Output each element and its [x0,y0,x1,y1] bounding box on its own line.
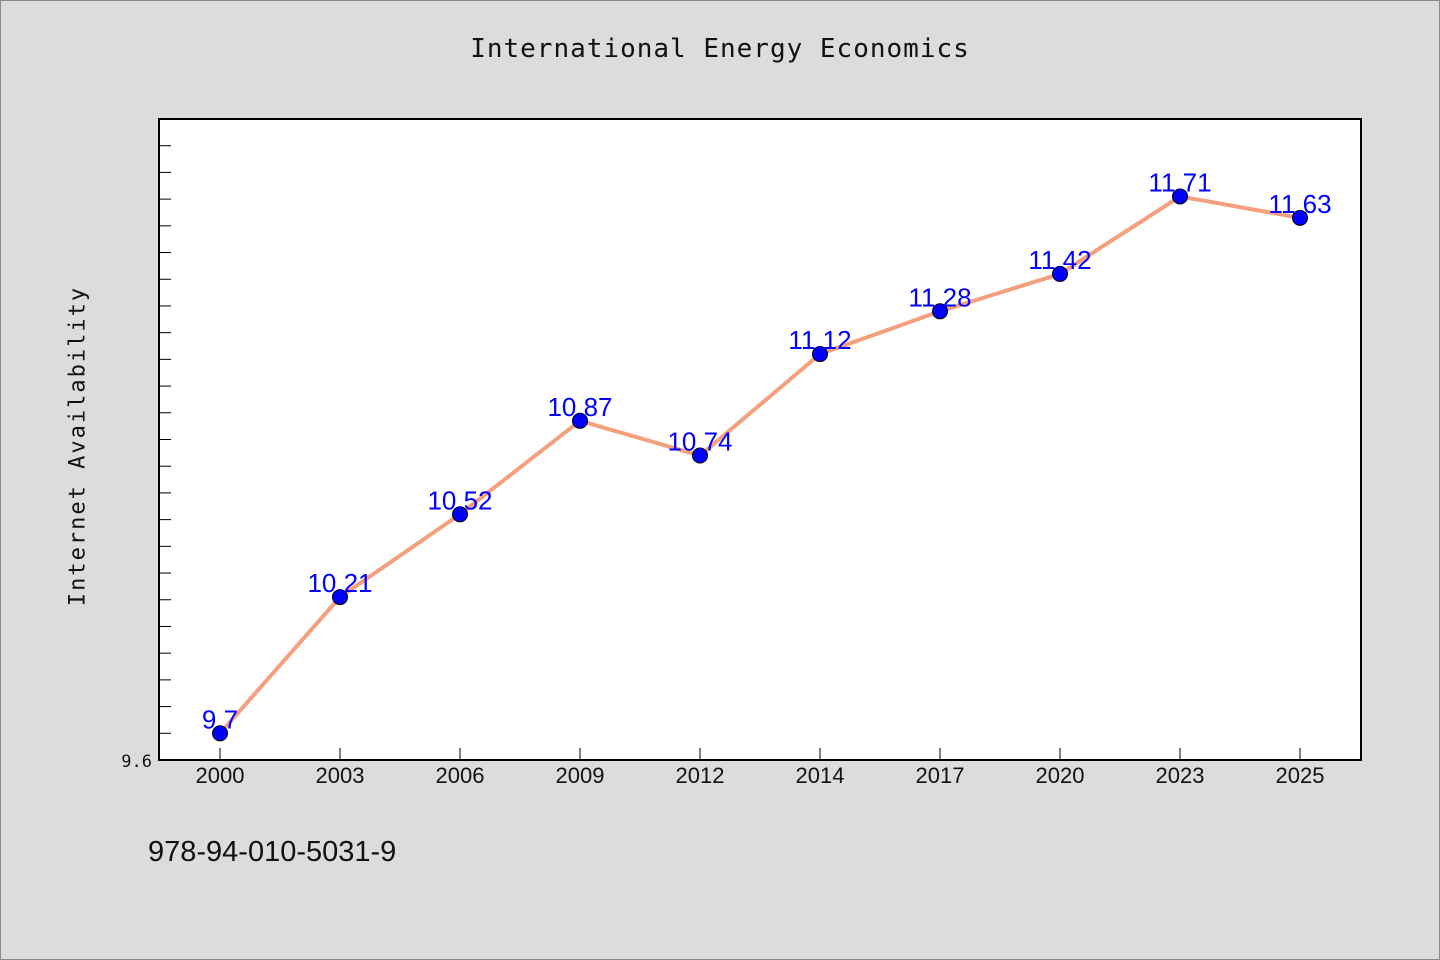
x-tick-label: 2017 [916,763,965,788]
x-tick-label: 2006 [436,763,485,788]
data-label: 10.21 [307,568,372,598]
x-tick-label: 2020 [1036,763,1085,788]
data-label: 11.28 [908,282,971,312]
data-point [812,346,828,363]
y-tick-label: 9.6 [121,752,152,772]
data-label: 11.71 [1148,167,1211,197]
x-tick-label: 2009 [556,763,605,788]
data-point [1292,209,1308,226]
x-axis-ticks: 2000 2003 2006 2009 2012 2014 2017 2020 2023 2025 [196,748,1325,788]
data-label: 11.12 [788,325,851,355]
chart-title: International Energy Economics [470,34,970,64]
data-markers [212,188,1308,742]
data-point [452,506,468,523]
data-point [572,412,588,429]
footer-isbn: 978-94-010-5031-9 [148,836,397,868]
x-tick-label: 2014 [796,763,845,788]
data-label: 9.7 [202,704,238,734]
x-tick-label: 2025 [1276,763,1325,788]
data-label: 11.42 [1028,245,1091,275]
x-tick-label: 2023 [1156,763,1205,788]
data-point [1052,265,1068,282]
data-point [332,589,348,606]
x-tick-label: 2000 [196,763,245,788]
data-label: 10.52 [427,485,492,515]
data-label: 10.87 [547,392,612,422]
data-point [212,725,228,742]
data-labels: 9.7 10.21 10.52 10.87 10.74 11.12 11.28 11.42 11… [202,167,1332,734]
x-tick-label: 2012 [676,763,725,788]
data-point [932,303,948,320]
x-tick-label: 2003 [316,763,365,788]
data-point [692,447,708,464]
data-label: 10.74 [667,427,732,457]
y-axis-ticks [159,145,171,734]
series-line [218,194,1302,736]
plot-area [158,118,1362,761]
data-point [1172,188,1188,205]
data-label: 11.63 [1268,189,1331,219]
